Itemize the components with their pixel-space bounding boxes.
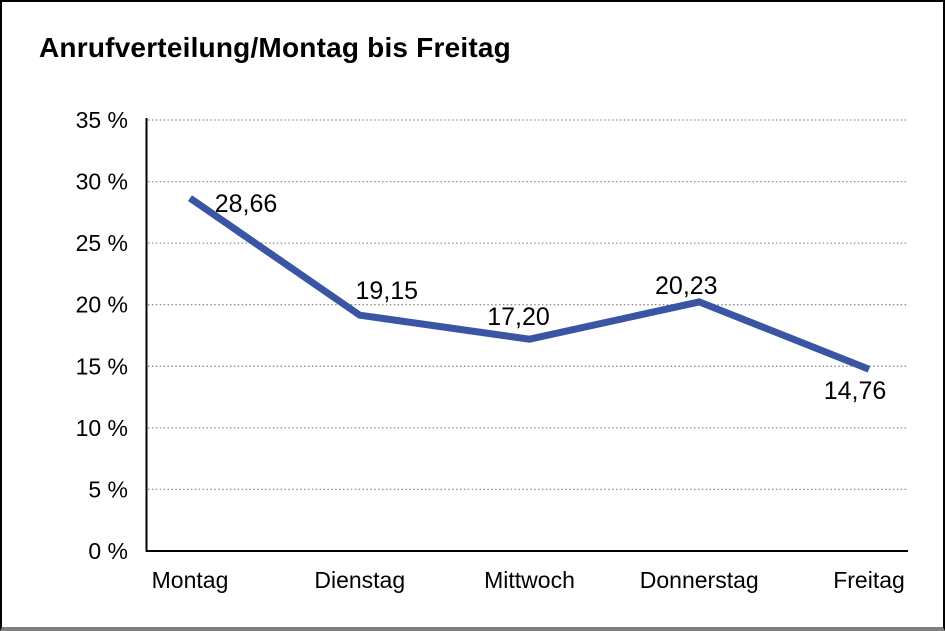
y-tick-label: 30 % bbox=[76, 169, 128, 195]
series-line bbox=[188, 195, 871, 373]
x-axis-label: Mittwoch bbox=[484, 567, 575, 593]
y-tick-label: 10 % bbox=[76, 415, 128, 441]
data-point-label: 20,23 bbox=[655, 272, 718, 300]
chart-title: Anrufverteilung/Montag bis Freitag bbox=[39, 32, 511, 63]
x-axis-labels-group: Montag Dienstag Mittwoch Donnerstag Freitag bbox=[152, 567, 905, 593]
y-tick-label: 35 % bbox=[76, 107, 128, 133]
y-tick-label: 20 % bbox=[76, 292, 128, 318]
data-point-label: 19,15 bbox=[356, 277, 419, 305]
data-point-labels-group: 28,66 19,15 17,20 20,23 14,76 bbox=[215, 190, 887, 405]
data-point-label: 14,76 bbox=[824, 377, 887, 405]
x-axis-label: Montag bbox=[152, 567, 229, 593]
y-tick-label: 5 % bbox=[88, 476, 128, 502]
y-tick-label: 15 % bbox=[76, 353, 128, 379]
y-tick-label: 0 % bbox=[88, 538, 128, 564]
data-point-label: 28,66 bbox=[215, 190, 278, 218]
y-tick-label: 25 % bbox=[76, 230, 128, 256]
x-axis-label: Donnerstag bbox=[640, 567, 759, 593]
y-tick-labels-group: 35 % 30 % 25 % 20 % 15 % 10 % 5 % 0 % bbox=[76, 107, 128, 564]
x-axis-label: Freitag bbox=[833, 567, 905, 593]
series-group bbox=[188, 195, 871, 373]
data-point-label: 17,20 bbox=[487, 303, 550, 331]
x-axis-label: Dienstag bbox=[314, 567, 405, 593]
